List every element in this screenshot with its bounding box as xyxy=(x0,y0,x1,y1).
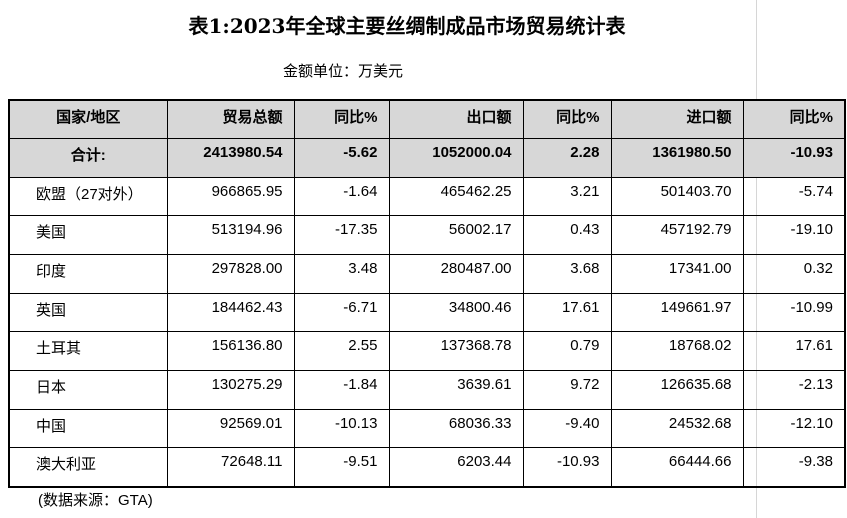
value-cell: 465462.25 xyxy=(388,176,524,217)
value-cell: 17.61 xyxy=(522,292,612,333)
value-cell: 0.43 xyxy=(522,215,612,255)
value-cell: 137368.78 xyxy=(388,331,524,371)
value-cell: 66444.66 xyxy=(610,447,744,487)
country-cell: 土耳其 xyxy=(8,331,168,371)
value-cell: 130275.29 xyxy=(166,369,295,410)
total-export-yoy-cell: 2.28 xyxy=(522,137,612,178)
value-cell: 17.61 xyxy=(742,331,846,371)
value-cell: 68036.33 xyxy=(388,408,524,449)
value-cell: -9.38 xyxy=(742,447,846,487)
value-cell: -17.35 xyxy=(293,215,390,255)
value-cell: 156136.80 xyxy=(166,331,295,371)
value-cell: 34800.46 xyxy=(388,292,524,333)
value-cell: -10.99 xyxy=(742,292,846,333)
value-cell: -19.10 xyxy=(742,215,846,255)
country-cell: 日本 xyxy=(8,369,168,410)
value-cell: 0.79 xyxy=(522,331,612,371)
value-cell: -10.13 xyxy=(293,408,390,449)
table-row-uk: 英国 184462.43 -6.71 34800.46 17.61 149661… xyxy=(8,292,846,333)
value-cell: 513194.96 xyxy=(166,215,295,255)
table-row-eu: 欧盟（27对外） 966865.95 -1.64 465462.25 3.21 … xyxy=(8,176,846,217)
total-import-yoy-cell: -10.93 xyxy=(742,137,846,178)
value-cell: 18768.02 xyxy=(610,331,744,371)
value-cell: -5.74 xyxy=(742,176,846,217)
country-cell: 印度 xyxy=(8,253,168,294)
value-cell: -9.40 xyxy=(522,408,612,449)
table-row-india: 印度 297828.00 3.48 280487.00 3.68 17341.0… xyxy=(8,253,846,294)
value-cell: 3639.61 xyxy=(388,369,524,410)
total-row: 合计: 2413980.54 -5.62 1052000.04 2.28 136… xyxy=(8,137,846,178)
value-cell: 149661.97 xyxy=(610,292,744,333)
value-cell: 297828.00 xyxy=(166,253,295,294)
value-cell: -6.71 xyxy=(293,292,390,333)
value-cell: 0.32 xyxy=(742,253,846,294)
col-header-total-trade: 贸易总额 xyxy=(166,99,295,139)
value-cell: 9.72 xyxy=(522,369,612,410)
table-row-japan: 日本 130275.29 -1.84 3639.61 9.72 126635.6… xyxy=(8,369,846,410)
value-cell: 3.21 xyxy=(522,176,612,217)
country-cell: 澳大利亚 xyxy=(8,447,168,487)
value-cell: 3.48 xyxy=(293,253,390,294)
total-import-cell: 1361980.50 xyxy=(610,137,744,178)
col-header-country-region: 国家/地区 xyxy=(8,99,168,139)
value-cell: 72648.11 xyxy=(166,447,295,487)
value-cell: 457192.79 xyxy=(610,215,744,255)
amount-unit-note: 金额单位：万美元 xyxy=(283,63,404,80)
value-cell: 92569.01 xyxy=(166,408,295,449)
country-cell: 英国 xyxy=(8,292,168,333)
col-header-imports: 进口额 xyxy=(610,99,744,139)
value-cell: 184462.43 xyxy=(166,292,295,333)
country-cell: 美国 xyxy=(8,215,168,255)
value-cell: -1.64 xyxy=(293,176,390,217)
table-row-china: 中国 92569.01 -10.13 68036.33 -9.40 24532.… xyxy=(8,408,846,449)
table-row-turkey: 土耳其 156136.80 2.55 137368.78 0.79 18768.… xyxy=(8,331,846,371)
col-header-exports: 出口额 xyxy=(388,99,524,139)
value-cell: -10.93 xyxy=(522,447,612,487)
value-cell: -9.51 xyxy=(293,447,390,487)
value-cell: -2.13 xyxy=(742,369,846,410)
value-cell: -12.10 xyxy=(742,408,846,449)
table-row-usa: 美国 513194.96 -17.35 56002.17 0.43 457192… xyxy=(8,215,846,255)
country-cell: 欧盟（27对外） xyxy=(8,176,168,217)
table-title: 表1:2023年全球主要丝绸制成品市场贸易统计表 xyxy=(188,14,626,38)
value-cell: 126635.68 xyxy=(610,369,744,410)
total-yoy-cell: -5.62 xyxy=(293,137,390,178)
data-source-note: (数据来源：GTA) xyxy=(38,492,153,509)
col-header-yoy-total: 同比% xyxy=(293,99,390,139)
total-export-cell: 1052000.04 xyxy=(388,137,524,178)
total-label-cell: 合计: xyxy=(8,137,168,178)
value-cell: 2.55 xyxy=(293,331,390,371)
value-cell: 501403.70 xyxy=(610,176,744,217)
value-cell: 280487.00 xyxy=(388,253,524,294)
value-cell: 24532.68 xyxy=(610,408,744,449)
trade-statistics-table: 国家/地区 贸易总额 同比% 出口额 同比% 进口额 同比% 合计: 24139… xyxy=(8,99,846,488)
value-cell: 17341.00 xyxy=(610,253,744,294)
value-cell: 3.68 xyxy=(522,253,612,294)
country-cell: 中国 xyxy=(8,408,168,449)
header-row: 国家/地区 贸易总额 同比% 出口额 同比% 进口额 同比% xyxy=(8,99,846,139)
col-header-yoy-exports: 同比% xyxy=(522,99,612,139)
total-trade-cell: 2413980.54 xyxy=(166,137,295,178)
value-cell: 56002.17 xyxy=(388,215,524,255)
col-header-yoy-imports: 同比% xyxy=(742,99,846,139)
value-cell: -1.84 xyxy=(293,369,390,410)
value-cell: 966865.95 xyxy=(166,176,295,217)
value-cell: 6203.44 xyxy=(388,447,524,487)
table-row-australia: 澳大利亚 72648.11 -9.51 6203.44 -10.93 66444… xyxy=(8,447,846,487)
